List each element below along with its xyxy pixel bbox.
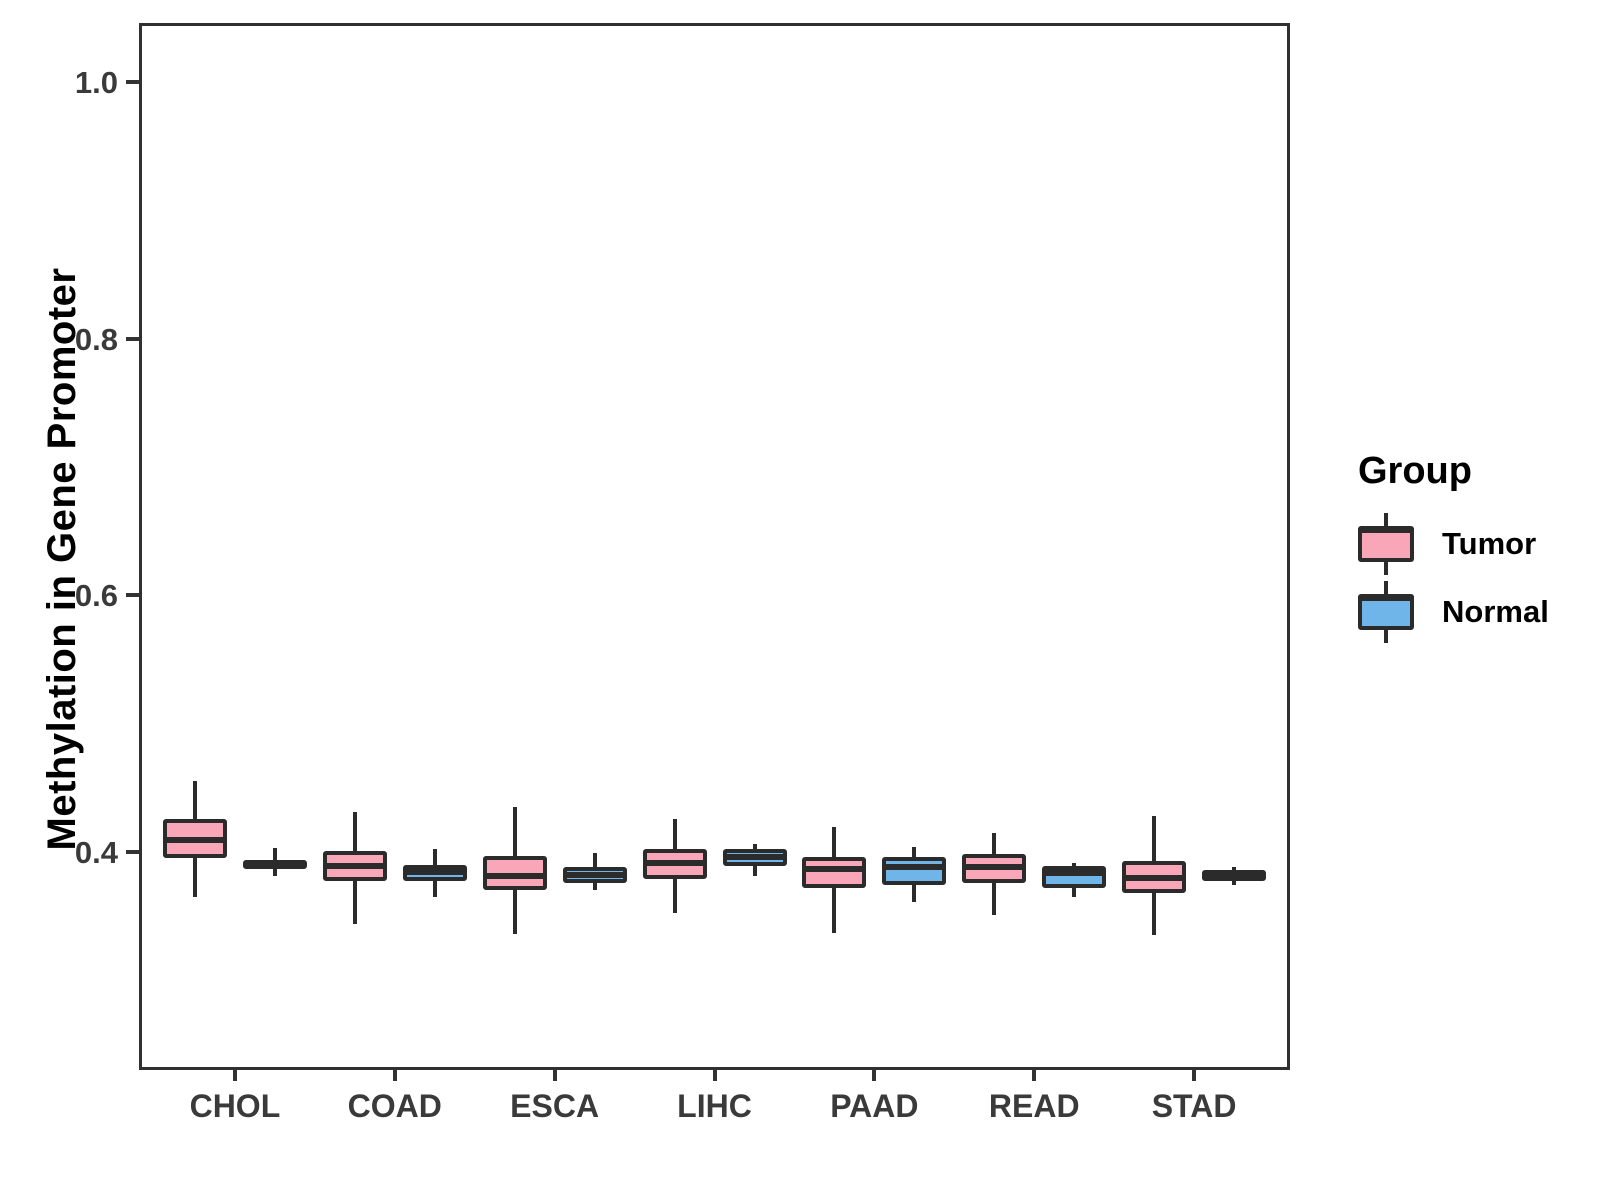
median-line-normal-CHOL (246, 863, 303, 865)
legend-label-tumor: Tumor (1442, 526, 1537, 561)
box-tumor-READ (962, 854, 1027, 883)
x-tick-label-PAAD: PAAD (830, 1088, 919, 1124)
box-normal-CHOL (242, 859, 307, 869)
median-line-tumor-CHOL (166, 837, 223, 844)
median-line-tumor-STAD (1126, 874, 1183, 881)
median-line-normal-ESCA (566, 871, 623, 878)
box-tumor-STAD (1122, 860, 1187, 893)
x-tick-label-COAD: COAD (347, 1088, 442, 1124)
box-tumor-PAAD (802, 857, 867, 888)
legend-entry-normal: Normal (1358, 581, 1598, 643)
x-tick-mark-PAAD (872, 1070, 877, 1081)
box-normal-READ (1042, 865, 1107, 888)
median-line-normal-COAD (406, 869, 463, 876)
x-tick-label-STAD: STAD (1151, 1088, 1237, 1124)
y-tick-mark-0.4 (126, 849, 139, 854)
box-tumor-CHOL (162, 818, 227, 859)
legend-key-tumor-boxplot-icon (1358, 513, 1414, 575)
key-whisker-bottom (1384, 629, 1388, 643)
x-tick-label-ESCA: ESCA (510, 1088, 600, 1124)
legend-title: Group (1358, 450, 1472, 492)
y-tick-label-1.0: 1.0 (74, 65, 118, 101)
key-whisker-top (1384, 513, 1388, 527)
median-line-tumor-COAD (326, 862, 383, 869)
key-whisker-top (1384, 581, 1388, 595)
y-tick-mark-0.8 (126, 336, 139, 341)
x-tick-mark-ESCA (552, 1070, 557, 1081)
legend-entries: Tumor Normal (1358, 513, 1598, 643)
y-tick-label-0.6: 0.6 (74, 578, 118, 614)
legend-key-normal-boxplot-icon (1358, 581, 1414, 643)
legend: Group Tumor Normal (1358, 450, 1598, 649)
key-median (1358, 596, 1414, 601)
y-tick-label-0.4: 0.4 (74, 834, 118, 870)
median-line-tumor-PAAD (806, 865, 863, 872)
x-tick-mark-LIHC (712, 1070, 717, 1081)
key-median (1358, 528, 1414, 533)
x-tick-mark-READ (1032, 1070, 1037, 1081)
x-tick-label-CHOL: CHOL (189, 1088, 281, 1124)
x-tick-mark-STAD (1192, 1070, 1197, 1081)
plot-panel (139, 23, 1290, 1070)
median-line-tumor-LIHC (646, 860, 703, 867)
box-tumor-ESCA (482, 855, 547, 891)
median-line-normal-STAD (1206, 873, 1263, 878)
x-tick-mark-COAD (392, 1070, 397, 1081)
box-normal-LIHC (722, 849, 787, 866)
box-tumor-LIHC (642, 849, 707, 879)
box-normal-PAAD (882, 857, 947, 886)
median-line-normal-PAAD (886, 864, 943, 871)
x-tick-mark-CHOL (232, 1070, 237, 1081)
median-line-normal-READ (1046, 869, 1103, 876)
box-normal-STAD (1202, 869, 1267, 882)
median-line-tumor-ESCA (486, 873, 543, 880)
legend-entry-tumor: Tumor (1358, 513, 1598, 575)
key-whisker-bottom (1384, 561, 1388, 575)
x-tick-label-READ: READ (988, 1088, 1080, 1124)
box-normal-ESCA (562, 867, 627, 883)
x-tick-label-LIHC: LIHC (677, 1088, 752, 1124)
box-tumor-COAD (322, 850, 387, 882)
legend-label-normal: Normal (1442, 594, 1549, 629)
y-tick-mark-1.0 (126, 80, 139, 85)
box-normal-COAD (402, 864, 467, 882)
y-tick-label-0.8: 0.8 (74, 321, 118, 357)
y-tick-mark-0.6 (126, 593, 139, 598)
median-line-tumor-READ (966, 864, 1023, 871)
median-line-normal-LIHC (726, 853, 783, 860)
